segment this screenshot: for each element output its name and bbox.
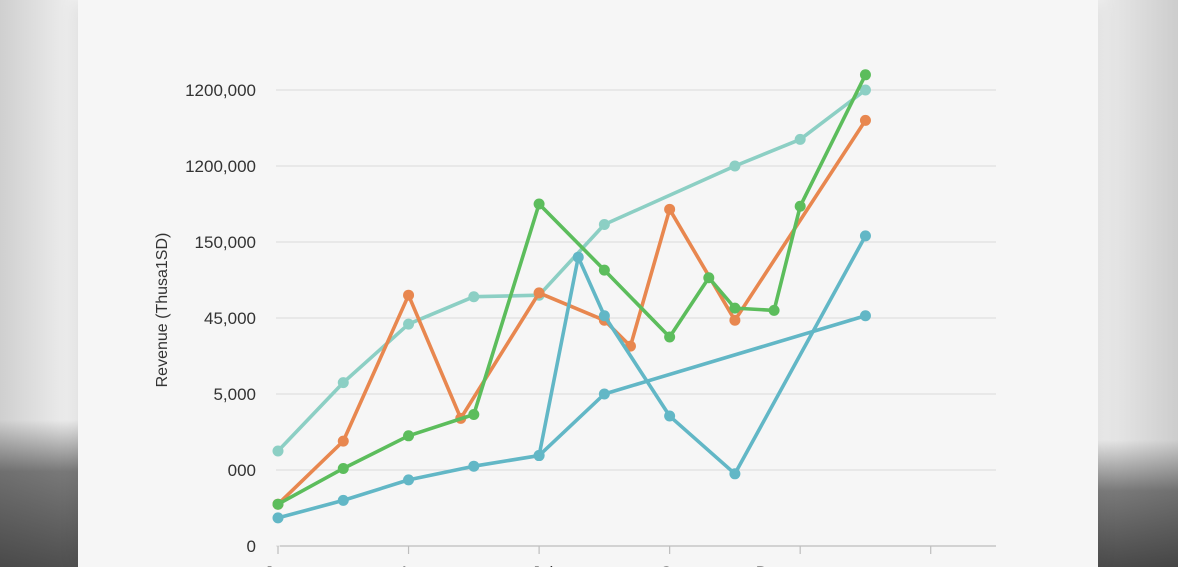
data-point xyxy=(403,430,415,442)
data-point xyxy=(598,264,610,276)
data-point xyxy=(272,512,284,524)
data-point xyxy=(859,230,871,242)
x-axis: Jan Apr Jul Oct Dec xyxy=(264,545,996,567)
x-tick-label: Jan xyxy=(264,563,291,567)
y-tick-label: 1200,000 xyxy=(185,157,256,176)
series-group xyxy=(272,69,871,524)
series-line xyxy=(276,73,868,507)
data-point xyxy=(859,84,871,96)
data-point xyxy=(703,272,715,284)
data-point xyxy=(337,494,349,506)
background-shadow-right xyxy=(1098,440,1178,567)
data-point xyxy=(468,460,480,472)
data-point xyxy=(664,331,676,343)
data-point xyxy=(859,69,871,81)
background-shadow-left xyxy=(0,420,80,567)
data-point xyxy=(794,133,806,145)
data-point xyxy=(533,450,545,462)
data-point xyxy=(403,474,415,486)
data-point xyxy=(598,388,610,400)
data-point xyxy=(403,289,415,301)
data-point xyxy=(729,468,741,480)
y-tick-label: 150,000 xyxy=(195,233,256,252)
series-5 xyxy=(533,310,871,462)
data-point xyxy=(664,410,676,422)
data-point xyxy=(859,310,871,322)
data-point xyxy=(272,445,284,457)
series-4 xyxy=(272,230,871,524)
y-axis-label: Revenue (Thusa1SD) xyxy=(154,233,171,388)
data-point xyxy=(533,198,545,210)
chart-paper xyxy=(78,0,1098,567)
series-2 xyxy=(272,114,871,510)
grid-lines xyxy=(276,89,996,547)
y-tick-label: 000 xyxy=(228,461,256,480)
series-line xyxy=(276,234,868,520)
x-tick-label: Apr xyxy=(399,563,426,567)
y-tick-label: 1200,000 xyxy=(185,81,256,100)
data-point xyxy=(337,462,349,474)
data-point xyxy=(598,310,610,322)
y-tick-label: 45,000 xyxy=(204,309,256,328)
data-point xyxy=(337,435,349,447)
data-point xyxy=(794,200,806,212)
y-tick-label: 5,000 xyxy=(213,385,256,404)
data-point xyxy=(403,318,415,330)
data-point xyxy=(859,114,871,126)
data-point xyxy=(272,498,284,510)
data-point xyxy=(468,409,480,421)
series-3 xyxy=(272,69,871,510)
series-line xyxy=(537,313,868,458)
data-point xyxy=(768,304,780,316)
x-tick-label: Oct xyxy=(660,563,687,567)
data-point xyxy=(664,203,676,215)
x-tick-label: Dec xyxy=(756,563,787,567)
data-point xyxy=(729,302,741,314)
data-point xyxy=(598,219,610,231)
data-point xyxy=(533,287,545,299)
data-point xyxy=(729,314,741,326)
x-tick-label: Jul xyxy=(531,563,553,567)
data-point xyxy=(337,377,349,389)
data-point xyxy=(468,291,480,303)
data-point xyxy=(572,251,584,263)
y-tick-label: 0 xyxy=(247,537,256,556)
data-point xyxy=(729,160,741,172)
series-line xyxy=(276,118,868,507)
